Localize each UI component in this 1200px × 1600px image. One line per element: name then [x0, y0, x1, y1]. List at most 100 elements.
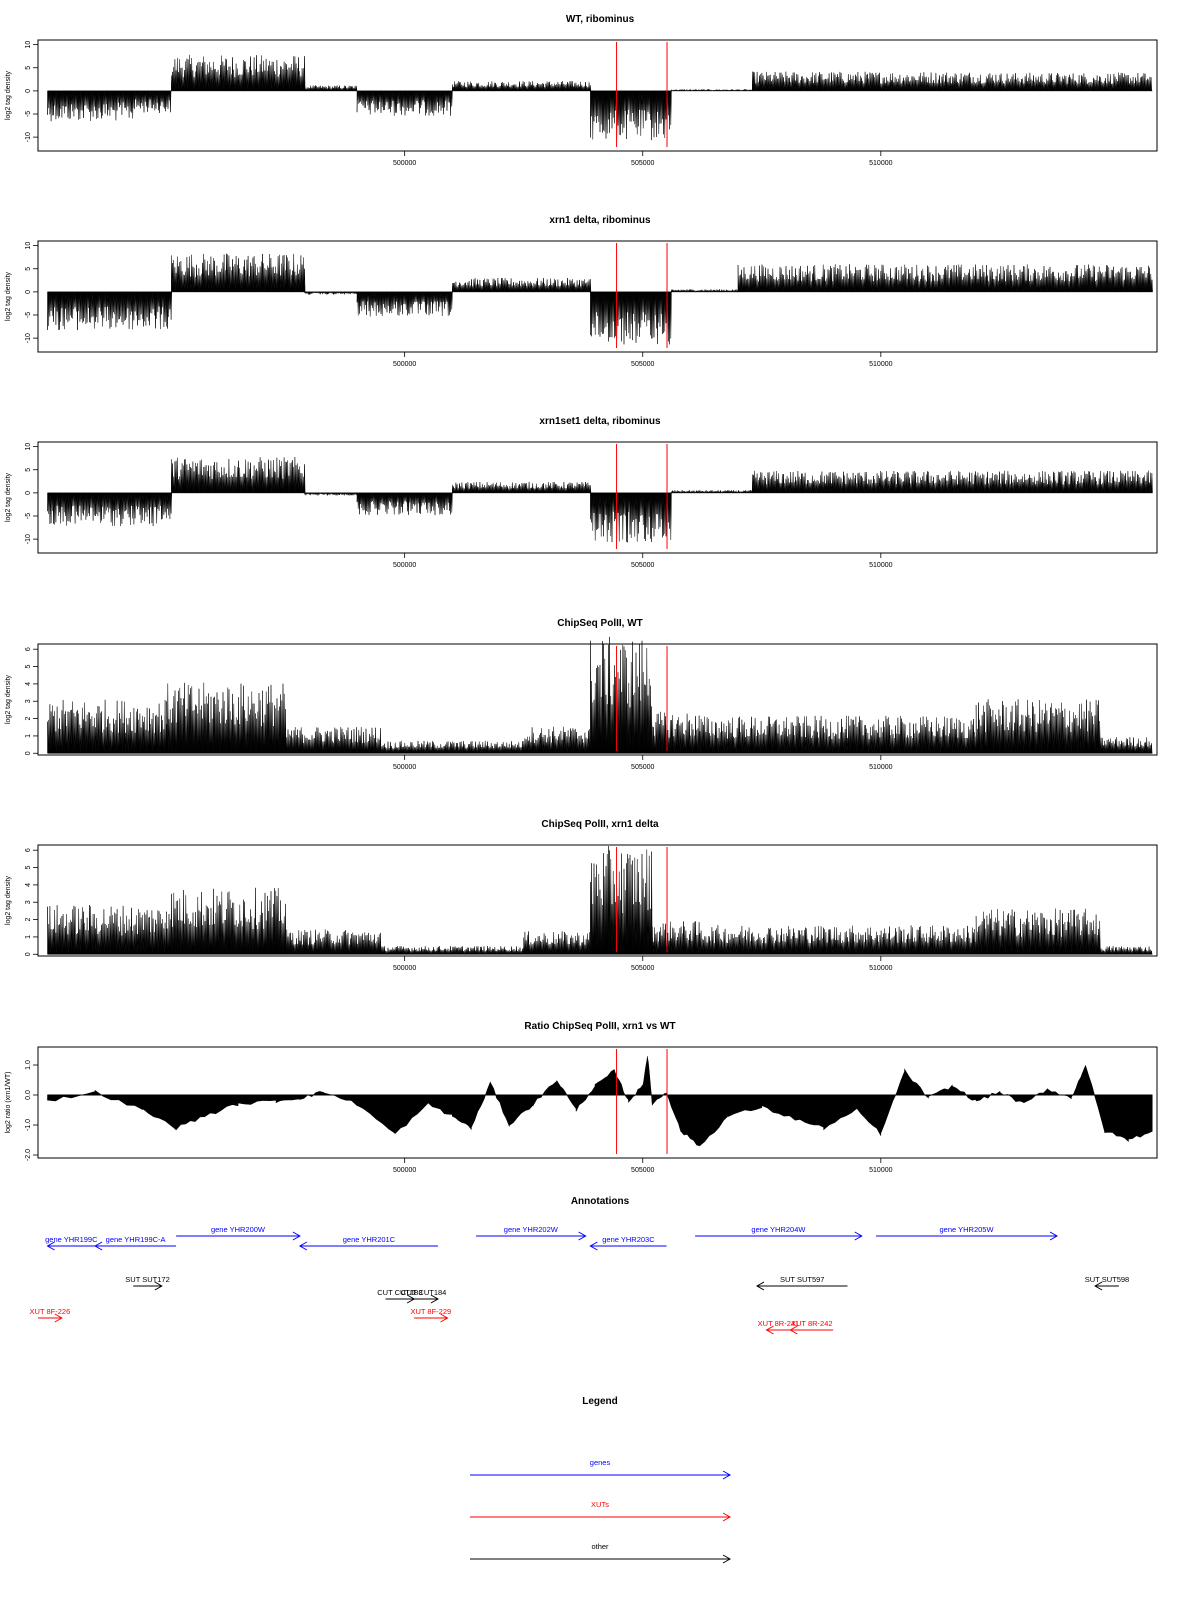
- panel-title: Ratio ChipSeq PolII, xrn1 vs WT: [524, 1021, 675, 1032]
- density-segment: [699, 925, 977, 955]
- annotation-feature: gene YHR201C: [298, 1235, 438, 1251]
- y-tick-label: -5: [25, 111, 32, 117]
- y-tick-label: 4: [25, 682, 32, 686]
- density-segment: [523, 726, 591, 754]
- panel-title: WT, ribominus: [566, 14, 635, 25]
- y-tick-label: 0: [25, 751, 32, 755]
- density-segment: [590, 90, 672, 141]
- density-segment: [523, 931, 591, 955]
- feature-arrowhead-icon: [94, 1241, 103, 1251]
- feature-label: XUT 8R-242: [791, 1319, 833, 1328]
- feature-label: SUT SUT597: [780, 1275, 824, 1284]
- feature-label: gene YHR200W: [211, 1225, 266, 1234]
- annotation-feature: gene YHR199C: [45, 1235, 98, 1251]
- y-tick-label: 0: [25, 952, 32, 956]
- feature-label: SUT SUT598: [1085, 1275, 1129, 1284]
- y-tick-label: 2: [25, 918, 32, 922]
- plot-frame: [37, 1046, 1158, 1159]
- legend-arrowhead-icon: [722, 1470, 732, 1480]
- y-tick-label: 3: [25, 900, 32, 904]
- plot-frame: [37, 643, 1158, 756]
- panel-title: ChipSeq PolII, xrn1 delta: [541, 819, 659, 830]
- y-tick-label: 2: [25, 717, 32, 721]
- plot-frame: [37, 39, 1158, 152]
- density-segment: [752, 71, 1001, 92]
- y-tick-label: -1.0: [25, 1119, 32, 1131]
- annotation-feature: XUT 8F-229: [410, 1307, 451, 1323]
- x-tick-label: 505000: [631, 361, 654, 368]
- density-segment: [590, 846, 653, 955]
- x-tick-label: 500000: [393, 965, 416, 972]
- data-series: [47, 54, 1153, 141]
- x-tick-label: 510000: [869, 361, 892, 368]
- y-tick-label: 1: [25, 935, 32, 939]
- feature-arrowhead-icon: [154, 1281, 163, 1291]
- density-segment: [699, 715, 977, 754]
- feature-arrowhead-icon: [765, 1325, 774, 1335]
- density-segment: [590, 291, 672, 345]
- plot-frame: [37, 240, 1158, 353]
- panel-title: xrn1 delta, ribominus: [549, 215, 651, 226]
- feature-label: XUT 8R-241: [758, 1319, 800, 1328]
- x-tick-label: 500000: [393, 764, 416, 771]
- y-tick-label: 5: [25, 267, 32, 271]
- y-axis-label: log2 tag density: [5, 271, 12, 321]
- density-segment: [132, 90, 172, 114]
- feature-label: gene YHR199C: [45, 1235, 98, 1244]
- feature-label: CUT CUT184: [401, 1288, 446, 1297]
- panel-3: xrn1set1 delta, ribominus log2 tag densit…: [5, 416, 1158, 569]
- y-axis-label: log2 tag density: [5, 674, 12, 724]
- density-segment: [356, 90, 453, 116]
- y-tick-label: 1.0: [25, 1060, 32, 1070]
- feature-label: SUT SUT172: [125, 1275, 169, 1284]
- legend: Legend genes XUTs other: [470, 1396, 732, 1564]
- annotation-feature: gene YHR204W: [695, 1225, 863, 1241]
- panel-title: xrn1set1 delta, ribominus: [539, 416, 661, 427]
- y-tick-label: 4: [25, 883, 32, 887]
- density-segment: [285, 929, 382, 955]
- y-tick-label: 5: [25, 665, 32, 669]
- density-segment: [304, 290, 358, 296]
- y-tick-label: 0: [25, 89, 32, 93]
- annotation-feature: SUT SUT597: [756, 1275, 848, 1291]
- density-segment: [380, 945, 525, 955]
- legend-label: XUTs: [591, 1500, 609, 1509]
- density-segment: [47, 291, 172, 331]
- feature-label: gene YHR203C: [602, 1235, 655, 1244]
- density-segment: [652, 711, 700, 754]
- x-tick-label: 500000: [393, 361, 416, 368]
- y-tick-label: 5: [25, 866, 32, 870]
- annotation-feature: gene YHR199C-A: [94, 1235, 177, 1251]
- y-tick-label: 10: [25, 41, 32, 49]
- density-segment: [652, 921, 700, 955]
- x-tick-label: 500000: [393, 1167, 416, 1174]
- density-segment: [1099, 946, 1153, 955]
- feature-arrowhead-icon: [589, 1241, 598, 1251]
- feature-label: XUT 8F-229: [410, 1307, 451, 1316]
- annotation-feature: XUT 8F-226: [30, 1307, 70, 1323]
- feature-label: gene YHR201C: [343, 1235, 396, 1244]
- panel-title: ChipSeq PolII, WT: [557, 618, 643, 629]
- data-series: [47, 1056, 1153, 1147]
- annotations-title: Annotations: [571, 1196, 630, 1207]
- y-tick-label: -2.0: [25, 1149, 32, 1161]
- y-tick-label: -10: [25, 333, 32, 343]
- legend-arrowhead-icon: [722, 1554, 732, 1564]
- y-tick-label: -5: [25, 312, 32, 318]
- x-tick-label: 505000: [631, 764, 654, 771]
- y-tick-label: 10: [25, 443, 32, 451]
- density-segment: [380, 740, 525, 754]
- panel-4: ChipSeq PolII, WT log2 tag density 0 1 2 3 4 5 6…: [5, 618, 1158, 771]
- feature-arrowhead-icon: [854, 1231, 863, 1241]
- y-axis-label: log2 ratio (xrn1/WT): [5, 1072, 12, 1134]
- density-segment: [47, 699, 168, 754]
- y-tick-label: 6: [25, 647, 32, 651]
- y-tick-label: 0: [25, 290, 32, 294]
- feature-label: gene YHR204W: [751, 1225, 806, 1234]
- legend-label: genes: [590, 1458, 611, 1467]
- feature-arrowhead-icon: [789, 1325, 798, 1335]
- y-tick-label: -10: [25, 534, 32, 544]
- feature-arrowhead-icon: [756, 1281, 765, 1291]
- density-segment: [590, 636, 653, 754]
- data-series: [47, 253, 1153, 345]
